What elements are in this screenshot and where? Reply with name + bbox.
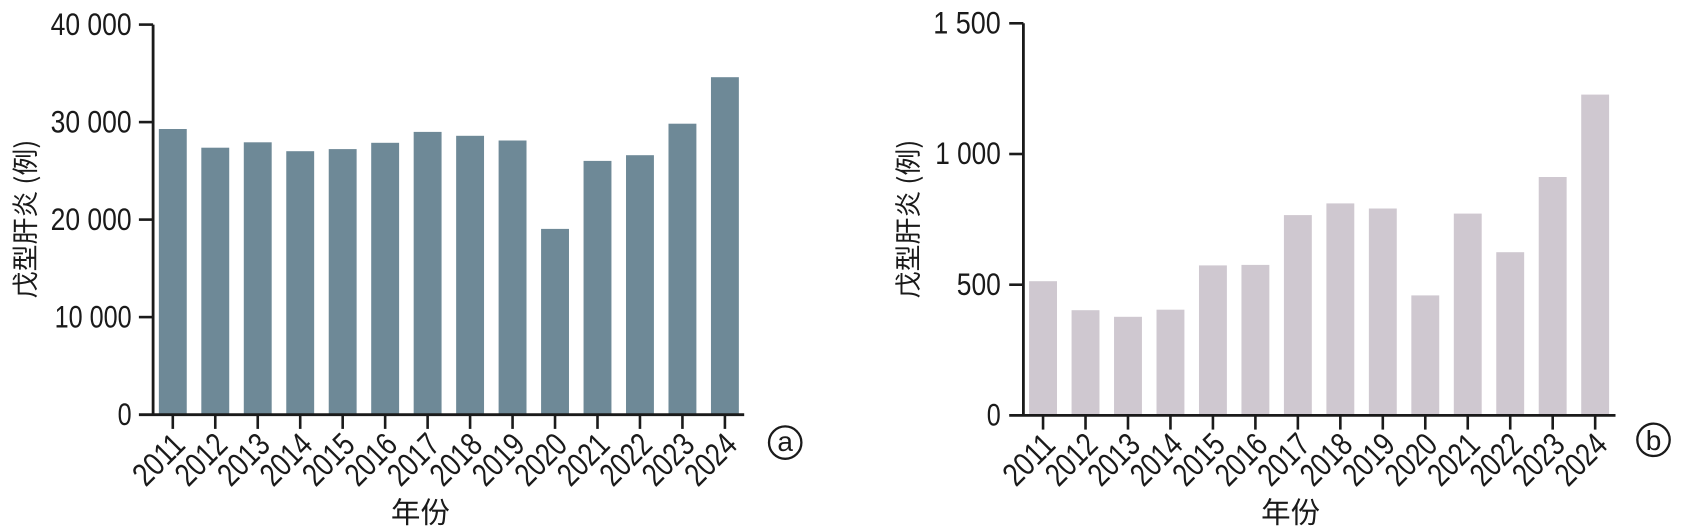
svg-text:0: 0 [987, 397, 1001, 433]
svg-text:10 000: 10 000 [55, 298, 132, 334]
svg-text:40 000: 40 000 [51, 6, 132, 42]
svg-text:0: 0 [118, 396, 132, 432]
svg-text:2024: 2024 [677, 426, 743, 492]
svg-text:a: a [777, 426, 793, 457]
svg-text:30 000: 30 000 [51, 103, 132, 139]
svg-text:20 000: 20 000 [51, 201, 132, 237]
svg-text:2024: 2024 [1548, 426, 1614, 492]
svg-text:1 000: 1 000 [935, 135, 1001, 171]
svg-text:b: b [1646, 425, 1662, 456]
svg-text:500: 500 [957, 266, 1001, 302]
svg-text:1 500: 1 500 [933, 5, 1001, 41]
